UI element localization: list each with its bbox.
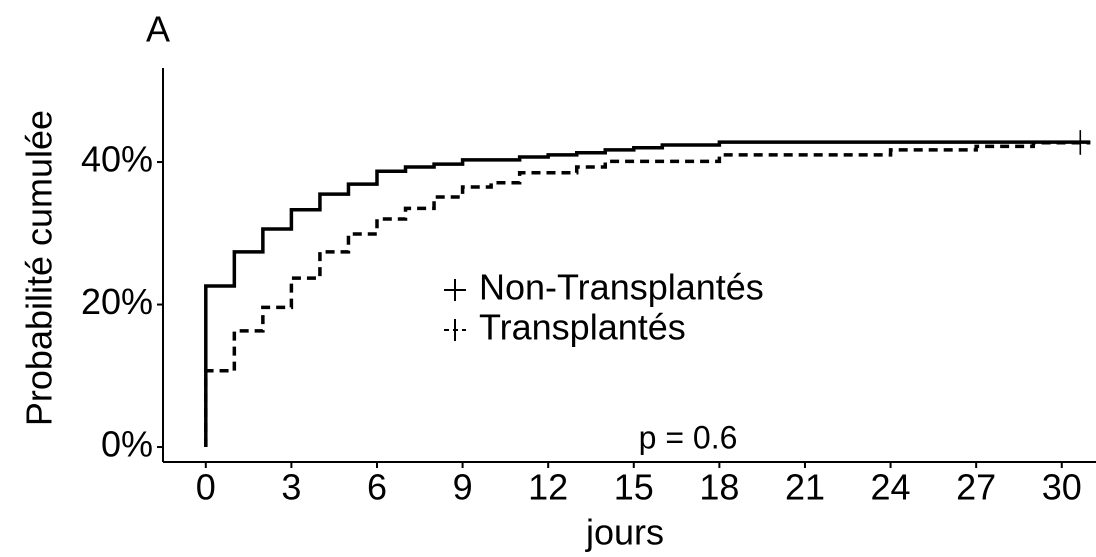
x-tick-label: 12 [528, 467, 568, 508]
legend-label: Transplantés [479, 307, 686, 348]
x-axis-label: jours [585, 512, 664, 553]
x-tick-label: 0 [196, 467, 216, 508]
x-tick-label: 18 [699, 467, 739, 508]
y-tick-label: 0% [101, 424, 153, 465]
y-tick-label: 40% [81, 139, 153, 180]
x-tick-label: 3 [281, 467, 301, 508]
p-value: p = 0.6 [639, 419, 738, 455]
x-tick-label: 6 [367, 467, 387, 508]
chart-title: A [146, 9, 170, 50]
legend-label: Non-Transplantés [479, 267, 764, 308]
y-tick-label: 20% [81, 281, 153, 322]
y-axis-label: Probabilité cumulée [19, 110, 60, 426]
x-tick-label: 30 [1042, 467, 1082, 508]
x-tick-label: 24 [871, 467, 911, 508]
x-tick-label: 21 [785, 467, 825, 508]
x-tick-label: 15 [614, 467, 654, 508]
survival-curve [204, 140, 1091, 448]
survival-curve [204, 141, 1091, 448]
x-tick-label: 9 [453, 467, 473, 508]
x-tick-label: 27 [956, 467, 996, 508]
